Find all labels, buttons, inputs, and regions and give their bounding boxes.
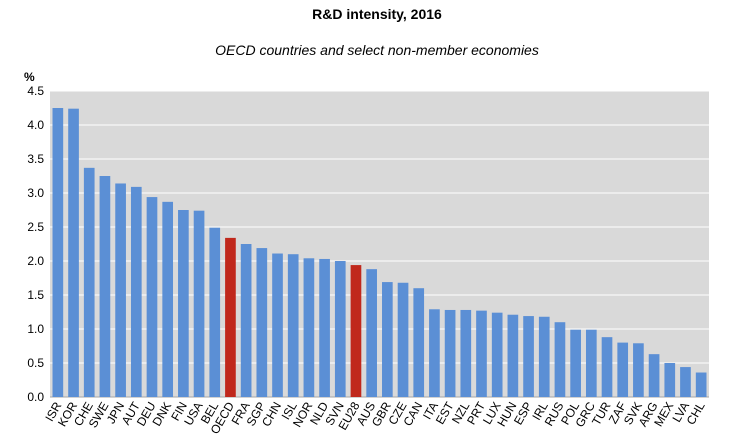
plot-area <box>50 91 709 397</box>
bar-nor <box>303 258 315 397</box>
y-tick-label: 2.5 <box>27 220 44 234</box>
bar-dnk <box>162 201 174 397</box>
bar-fin <box>178 210 189 397</box>
bar-aus <box>366 269 377 397</box>
bar-zaf <box>617 342 629 397</box>
gridlines <box>50 90 709 398</box>
bar-oecd <box>225 237 236 397</box>
bars <box>52 108 707 398</box>
bar-nld <box>319 258 330 397</box>
bar-esp <box>523 316 534 397</box>
y-tick-label: 0.5 <box>27 356 44 370</box>
chart-subtitle: OECD countries and select non-member eco… <box>215 42 539 58</box>
y-tick-label: 3.5 <box>27 152 44 166</box>
bar-svn <box>334 261 346 397</box>
bar-chl <box>695 372 707 397</box>
bar-est <box>444 309 456 397</box>
bar-deu <box>146 197 158 397</box>
y-tick-label: 0.0 <box>27 390 44 404</box>
bar-aut <box>130 186 142 397</box>
bar-pol <box>570 329 581 397</box>
bar-sgp <box>256 248 268 397</box>
x-tick-label: CHL <box>684 399 708 427</box>
bar-lva <box>680 367 691 397</box>
bar-grc <box>585 329 597 397</box>
bar-rus <box>554 322 566 397</box>
chart-title: R&D intensity, 2016 <box>312 6 442 22</box>
y-tick-label: 4.0 <box>27 118 44 132</box>
bar-lux <box>491 312 503 397</box>
bar-can <box>413 288 425 397</box>
bar-swe <box>99 176 111 397</box>
bar-che <box>83 167 95 397</box>
y-axis-unit-label: % <box>24 70 35 84</box>
bar-fra <box>240 244 252 397</box>
bar-kor <box>68 108 79 398</box>
y-tick-label: 1.0 <box>27 322 44 336</box>
bar-hun <box>507 314 519 397</box>
y-tick-label: 4.5 <box>27 84 44 98</box>
bar-gbr <box>382 282 393 397</box>
bar-jpn <box>115 183 126 397</box>
bar-usa <box>193 210 205 397</box>
bar-isr <box>52 108 64 397</box>
bar-isl <box>287 254 299 397</box>
bar-eu28 <box>350 265 362 397</box>
y-tick-label: 3.0 <box>27 186 44 200</box>
bar-cze <box>397 282 409 397</box>
bar-tur <box>601 337 613 397</box>
y-axis-ticks: 0.0 0.5 1.0 1.5 2.0 2.5 3.0 3.5 4.0 4.5 <box>27 84 44 404</box>
y-tick-label: 1.5 <box>27 288 44 302</box>
bar-bel <box>209 227 221 397</box>
bar-irl <box>538 316 550 397</box>
bar-svk <box>633 343 644 397</box>
bar-ita <box>429 309 440 397</box>
x-axis-ticks: ISRKORCHESWEJPNAUTDEUDNKFINUSABELOECDFRA… <box>42 399 708 437</box>
bar-prt <box>476 310 487 397</box>
bar-chn <box>272 253 283 397</box>
bar-nzl <box>460 309 472 397</box>
bar-arg <box>648 354 660 397</box>
y-tick-label: 2.0 <box>27 254 44 268</box>
bar-mex <box>664 363 676 397</box>
